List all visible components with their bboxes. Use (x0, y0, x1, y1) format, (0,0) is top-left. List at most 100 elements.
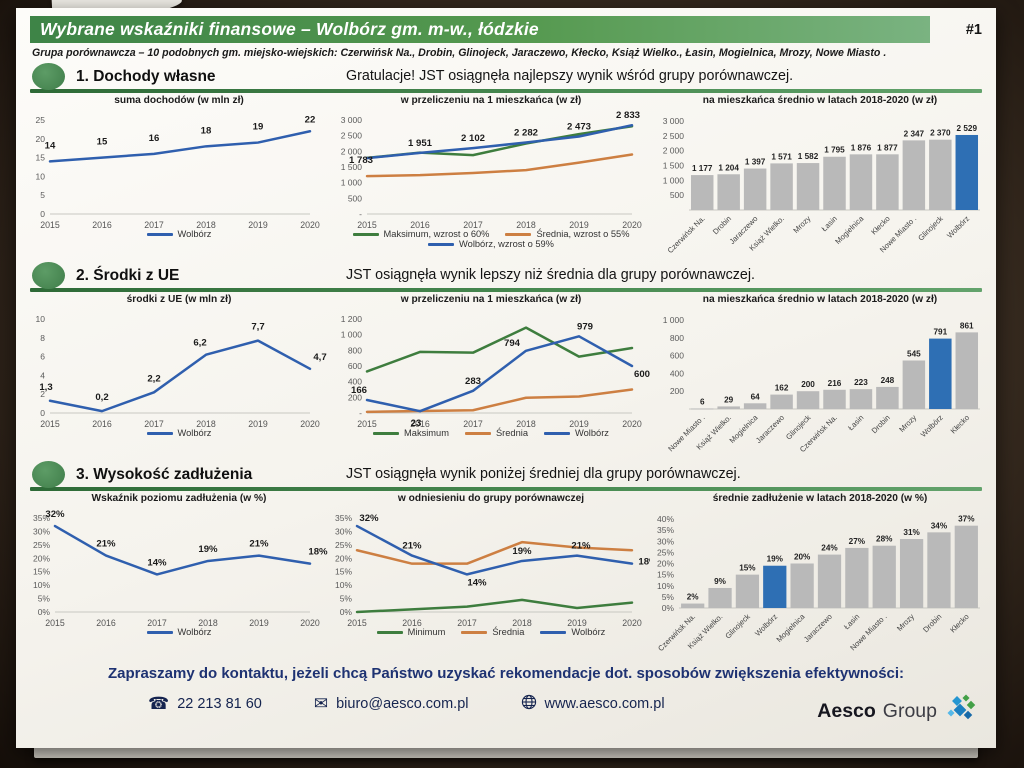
chart-legend: Wolbórz (30, 627, 328, 637)
svg-text:19%: 19% (767, 555, 784, 564)
chart-ue-na-mieszkanca: w przeliczeniu na 1 mieszkańca (w zł) -2… (332, 293, 650, 457)
svg-text:2019: 2019 (569, 220, 589, 230)
svg-text:2018: 2018 (196, 220, 216, 230)
svg-text:500: 500 (670, 190, 684, 200)
legend-item: Wolbórz (146, 428, 211, 438)
page-number-badge: #1 (965, 21, 982, 38)
svg-text:25: 25 (36, 115, 46, 125)
svg-text:2,2: 2,2 (147, 373, 160, 384)
svg-text:2016: 2016 (92, 419, 112, 429)
svg-text:0%: 0% (662, 603, 675, 613)
svg-text:162: 162 (775, 384, 789, 393)
svg-text:2018: 2018 (196, 419, 216, 429)
svg-text:Drobin: Drobin (711, 214, 733, 236)
svg-text:5%: 5% (38, 594, 51, 604)
svg-text:0%: 0% (38, 607, 51, 617)
svg-text:2018: 2018 (516, 220, 536, 230)
legend-label: Wolbórz (177, 627, 212, 637)
globe-icon (521, 694, 537, 713)
svg-text:Łasin: Łasin (842, 612, 861, 631)
svg-text:5%: 5% (340, 594, 353, 604)
svg-text:791: 791 (933, 328, 947, 337)
svg-text:2017: 2017 (147, 618, 167, 628)
legend-item: Średnia, wzrost o 55% (505, 229, 629, 239)
line-chart-canvas: - 200 400 600 800 1 000 1 200 2015 2016 2017 2018 2… (332, 305, 650, 431)
svg-text:25%: 25% (33, 540, 50, 550)
svg-text:1 783: 1 783 (349, 155, 373, 166)
svg-text:Wolbórz: Wolbórz (945, 214, 971, 240)
svg-text:2015: 2015 (40, 220, 60, 230)
email-address: biuro@aesco.com.pl (336, 695, 469, 712)
svg-text:3 000: 3 000 (341, 115, 363, 125)
section-srodki-z-ue: 2. Środki z UE JST osiągnęła wynik lepsz… (30, 262, 982, 457)
report-title-banner: Wybrane wskaźniki finansowe – Wolbórz gm… (30, 16, 930, 43)
contact-cta: Zapraszamy do kontaktu, jeżeli chcą Pańs… (107, 665, 905, 682)
chart-title: na mieszkańca średnio w latach 2018-2020… (702, 294, 938, 305)
legend-swatch (461, 630, 488, 634)
svg-text:1 582: 1 582 (798, 152, 819, 161)
svg-text:2 529: 2 529 (957, 124, 978, 133)
svg-text:14%: 14% (147, 557, 167, 568)
chart-srodki-ue: środki z UE (w mln zł) 0 2 4 6 8 10 2015 2016 20… (30, 293, 328, 457)
svg-text:8: 8 (40, 333, 45, 343)
svg-text:2 000: 2 000 (341, 146, 363, 156)
svg-text:29: 29 (724, 395, 734, 404)
svg-text:Czerwińsk Na.: Czerwińsk Na. (666, 214, 707, 255)
legend-label: Wolbórz (575, 428, 609, 438)
svg-text:2 347: 2 347 (904, 129, 925, 138)
legend-item: Wolbórz, wzrost o 59% (428, 239, 554, 249)
section-header: 1. Dochody własne Gratulacje! JST osiągn… (30, 63, 982, 90)
svg-text:20%: 20% (335, 553, 352, 563)
section-header: 3. Wysokość zadłużenia JST osiągnęła wyn… (30, 461, 982, 488)
svg-text:0: 0 (40, 408, 45, 418)
svg-text:1 397: 1 397 (745, 158, 766, 167)
svg-text:2018: 2018 (512, 618, 532, 628)
legend-label: Wolbórz (571, 627, 606, 637)
svg-text:2019: 2019 (569, 419, 589, 429)
svg-text:200: 200 (348, 392, 362, 402)
email-contact: ✉ biuro@aesco.com.pl (314, 695, 469, 712)
svg-text:32%: 32% (359, 513, 379, 524)
svg-text:Jaraczewo: Jaraczewo (802, 612, 834, 644)
svg-text:800: 800 (670, 333, 684, 343)
section-divider (30, 288, 982, 292)
svg-text:Kłecko: Kłecko (869, 214, 891, 236)
svg-text:35%: 35% (33, 513, 50, 523)
svg-text:1 571: 1 571 (771, 152, 792, 161)
section-divider (30, 487, 982, 491)
svg-text:21%: 21% (249, 539, 269, 550)
svg-text:Mrozy: Mrozy (895, 612, 916, 633)
svg-text:2020: 2020 (622, 220, 642, 230)
comparison-group-note: Grupa porównawcza – 10 podobnych gm. mie… (32, 47, 887, 59)
svg-text:2020: 2020 (300, 220, 320, 230)
svg-text:2 500: 2 500 (341, 131, 363, 141)
svg-text:0: 0 (40, 209, 45, 219)
svg-text:166: 166 (351, 385, 367, 396)
contact-row: ☎ 22 213 81 60 ✉ biuro@aesco.com.pl www.… (30, 694, 982, 713)
svg-text:22: 22 (305, 114, 316, 125)
report-page: Wybrane wskaźniki finansowe – Wolbórz gm… (16, 8, 996, 748)
svg-text:1 000: 1 000 (341, 330, 363, 340)
svg-text:2%: 2% (687, 593, 700, 602)
website-contact: www.aesco.com.pl (521, 694, 665, 713)
section-bullet-icon (32, 262, 65, 289)
legend-label: Średnia, wzrost o 55% (536, 229, 630, 239)
chart-zadluzenie-vs-grupa: w odniesieniu do grupy porównawczej 0% 5%… (332, 492, 650, 656)
legend-label: Minimum (407, 627, 446, 637)
svg-text:25%: 25% (335, 540, 352, 550)
svg-text:Glinojeck: Glinojeck (916, 214, 945, 243)
svg-text:2020: 2020 (622, 419, 642, 429)
svg-text:10: 10 (36, 171, 46, 181)
svg-text:216: 216 (828, 379, 842, 388)
svg-text:2 473: 2 473 (567, 122, 591, 133)
legend-swatch (540, 630, 567, 634)
chart-suma-dochodow: suma dochodów (w mln zł) 0 5 10 15 20 25 2015 2… (30, 94, 328, 258)
charts-row: Wskaźnik poziomu zadłużenia (w %) 0% 5% 10… (30, 492, 982, 656)
legend-swatch (544, 431, 571, 435)
svg-text:Mrozy: Mrozy (897, 413, 918, 434)
section-message: JST osiągnęła wynik lepszy niż średnia d… (346, 267, 755, 283)
chart-title: w odniesieniu do grupy porównawczej (397, 493, 585, 504)
legend-item: Wolbórz (146, 627, 212, 637)
svg-text:Łasin: Łasin (820, 214, 839, 233)
svg-text:6: 6 (40, 352, 45, 362)
